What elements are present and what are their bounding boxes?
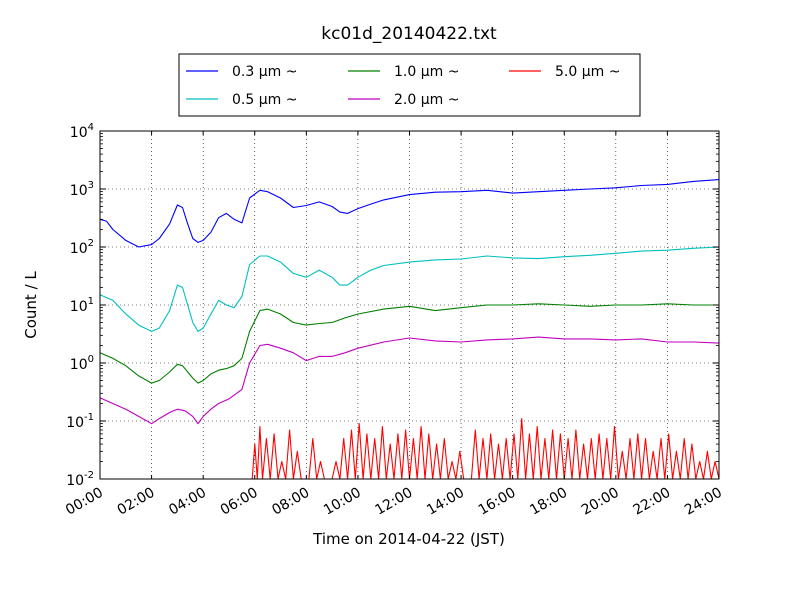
plot-area-frame xyxy=(99,130,720,480)
x-axis-label: Time on 2014-04-22 (JST) xyxy=(312,530,505,548)
legend-label-3: 2.0 μm ~ xyxy=(394,92,459,108)
series-line-2 xyxy=(99,303,719,384)
y-tick-label: 10-1 xyxy=(66,412,94,431)
y-tick-label: 102 xyxy=(70,238,94,257)
legend-box xyxy=(178,53,641,117)
legend-label-1: 0.5 μm ~ xyxy=(232,92,297,108)
chart-title: kc01d_20140422.txt xyxy=(321,24,497,44)
legend: 0.3 μm ~ 0.5 μm ~ 1.0 μm ~ 2.0 μm ~ 5.0 μm ~ xyxy=(178,53,641,117)
series-line-4 xyxy=(100,418,720,480)
y-tick-label: 100 xyxy=(70,354,94,373)
series-line-3 xyxy=(99,336,720,425)
data-series xyxy=(99,179,720,480)
series-line-0 xyxy=(99,179,720,248)
y-tick-label: 103 xyxy=(70,180,94,199)
y-tick-label: 10-2 xyxy=(66,470,94,489)
legend-label-0: 0.3 μm ~ xyxy=(232,64,297,80)
legend-label-4: 5.0 μm ~ xyxy=(555,64,620,80)
y-tick-label: 101 xyxy=(70,296,94,315)
y-tick-label: 104 xyxy=(70,122,94,141)
y-axis-label: Count / L xyxy=(22,271,40,339)
legend-label-2: 1.0 μm ~ xyxy=(394,64,459,80)
series-line-1 xyxy=(99,246,720,332)
